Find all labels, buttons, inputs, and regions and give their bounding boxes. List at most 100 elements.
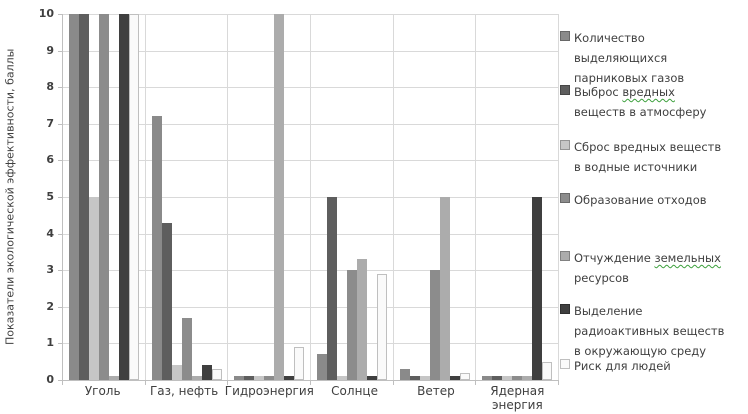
- legend-label: Количество выделяющихся парниковых газов: [574, 28, 684, 88]
- bar-group: [146, 14, 229, 380]
- y-axis-tick-mark: [58, 50, 63, 52]
- bar: [459, 372, 470, 380]
- legend-item: Количество выделяющихся парниковых газов: [560, 28, 684, 88]
- x-axis-category-label: Ядерная энергия: [490, 384, 545, 412]
- bar: [161, 222, 172, 380]
- bar-group: [228, 14, 312, 380]
- bar: [171, 365, 182, 380]
- bar: [191, 376, 202, 380]
- legend-label: Выброс вредных веществ в атмосферу: [574, 82, 706, 122]
- y-axis-tick-mark: [58, 380, 63, 381]
- bar: [492, 376, 503, 380]
- legend-item: Образование отходов: [560, 190, 707, 210]
- legend-label-line: парниковых газов: [574, 71, 685, 85]
- y-axis-tick-label: 10: [38, 7, 54, 20]
- x-axis-tick-mark: [558, 380, 559, 385]
- bar: [326, 197, 337, 380]
- bar-group: [476, 14, 560, 380]
- x-axis-category-label: Газ, нефть: [149, 384, 219, 398]
- legend-label: Сброс вредных веществ в водные источники: [574, 137, 721, 177]
- bar: [201, 365, 212, 380]
- y-axis-tick-mark: [58, 14, 63, 15]
- legend-swatch: [560, 140, 570, 150]
- legend-label-line: выделяющихся: [574, 51, 668, 65]
- legend-label: Отчуждение земельных ресурсов: [574, 248, 721, 288]
- legend-label-line: Количество: [574, 31, 645, 45]
- y-axis-tick-label: 9: [46, 43, 54, 57]
- legend-label-line: Сброс вредных веществ: [574, 140, 722, 154]
- y-axis-tick-label: 5: [46, 190, 54, 203]
- bar: [128, 14, 139, 380]
- legend-label: Риск для людей: [574, 356, 671, 376]
- bar: [316, 354, 327, 380]
- legend-label: Выделение радиоактивных веществ в окружающ…: [574, 301, 724, 361]
- y-axis-tick-label: 6: [46, 153, 54, 167]
- bar: [294, 347, 305, 380]
- bar: [532, 197, 543, 380]
- bar: [522, 376, 533, 380]
- legend-label-line: веществ в атмосферу: [574, 105, 707, 119]
- legend-swatch: [560, 85, 570, 95]
- bar: [366, 376, 377, 380]
- spellcheck-underlined-word: вредных: [622, 85, 675, 99]
- x-axis-category-label: Уголь: [84, 384, 121, 398]
- bar: [439, 197, 450, 380]
- x-axis-tick-mark: [310, 380, 311, 385]
- bar: [78, 14, 89, 380]
- bar: [482, 376, 493, 380]
- bar-group: [394, 14, 477, 380]
- x-axis-tick-mark: [62, 380, 63, 385]
- legend-swatch: [560, 359, 570, 369]
- y-axis-tick-label: 4: [46, 226, 54, 240]
- bar: [254, 376, 265, 380]
- y-axis-tick-mark: [58, 87, 63, 89]
- spellcheck-underlined-word: земельных: [654, 251, 721, 265]
- legend-label-line: Образование отходов: [574, 193, 707, 207]
- bar: [108, 376, 119, 380]
- y-axis-tick-label: 8: [46, 80, 54, 94]
- bar: [346, 270, 357, 380]
- x-axis-category-label: Гидроэнергия: [224, 384, 314, 398]
- x-axis-tick-mark: [227, 380, 229, 385]
- legend-label-line: Риск для людей: [574, 359, 671, 373]
- y-axis-tick-mark: [58, 123, 63, 125]
- legend-swatch: [560, 193, 570, 203]
- bar: [68, 14, 79, 380]
- plot-area: [58, 14, 560, 385]
- bar: [118, 14, 129, 380]
- legend-label-line: в водные источники: [574, 160, 698, 174]
- legend-label-line: Выделение: [574, 304, 643, 318]
- bar: [336, 376, 347, 380]
- y-axis-tick-mark: [58, 233, 63, 235]
- legend-label-line: ресурсов: [574, 271, 629, 285]
- bar-group: [63, 14, 146, 380]
- legend-item: Риск для людей: [560, 356, 671, 376]
- y-axis-tick-label: 0: [46, 373, 54, 386]
- bar: [181, 317, 192, 380]
- bar: [284, 376, 295, 380]
- bar: [376, 273, 387, 380]
- x-axis-tick-mark: [144, 380, 146, 385]
- legend-label-line: в окружающую среду: [574, 344, 707, 358]
- legend-item: Выброс вредных веществ в атмосферу: [560, 82, 706, 122]
- y-axis-tick-mark: [58, 306, 63, 308]
- bar: [274, 14, 285, 380]
- bar: [88, 197, 99, 380]
- legend-swatch: [560, 251, 570, 261]
- bar: [264, 376, 275, 380]
- bar: [234, 376, 245, 380]
- bar: [502, 376, 513, 380]
- legend-item: Выделение радиоактивных веществ в окружающ…: [560, 301, 724, 361]
- bar-group: [311, 14, 394, 380]
- legend-swatch: [560, 31, 570, 41]
- legend-item: Отчуждение земельных ресурсов: [560, 248, 721, 288]
- bar: [244, 376, 255, 380]
- bar-groups: [63, 14, 560, 380]
- bar: [151, 116, 162, 380]
- legend: Количество выделяющихся парниковых газов Вы…: [560, 0, 746, 414]
- legend-label-line: радиоактивных веществ: [574, 324, 725, 338]
- bar: [542, 361, 553, 380]
- bar: [429, 270, 440, 380]
- y-axis-tick-mark: [58, 343, 63, 345]
